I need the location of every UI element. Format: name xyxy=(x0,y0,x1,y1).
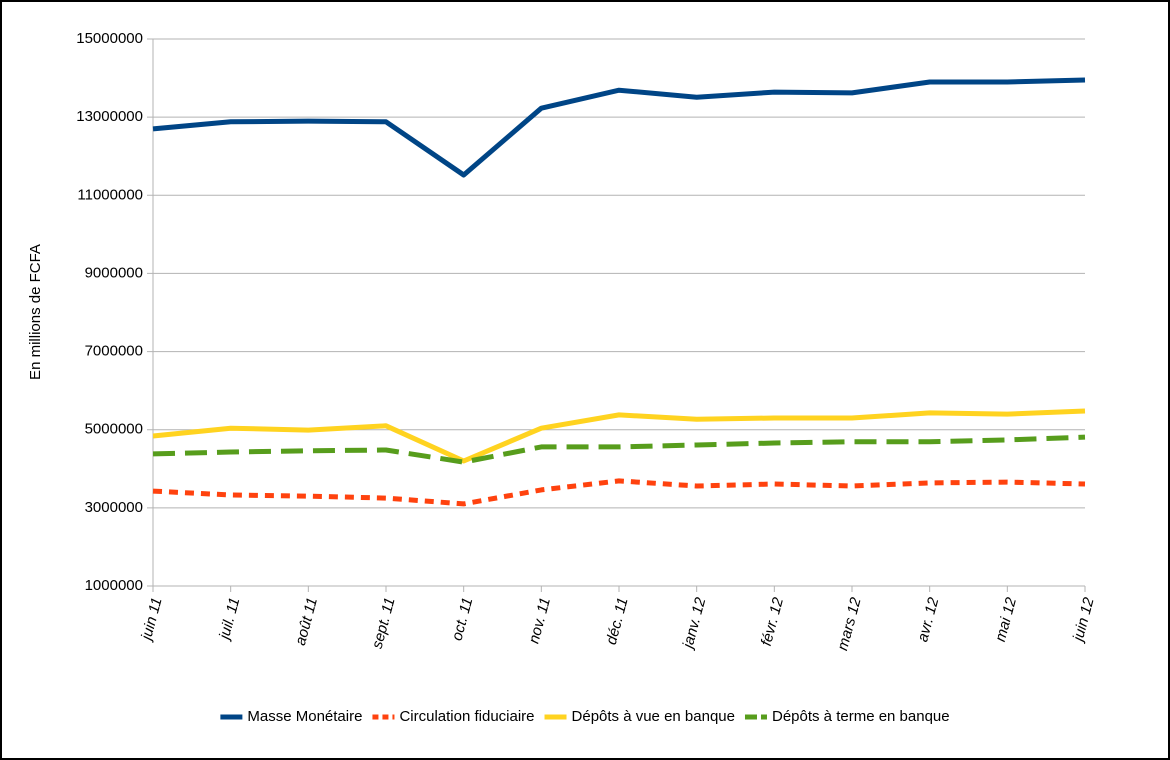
y-tick-label: 9000000 xyxy=(85,264,143,281)
y-tick-label: 5000000 xyxy=(85,421,143,438)
series-line xyxy=(152,408,1086,464)
series-line xyxy=(152,77,1086,178)
series-line xyxy=(152,434,1086,465)
legend: Masse Monétaire Circulation fiduciaire Dép… xyxy=(220,708,950,725)
y-axis-title: En millions de FCFA xyxy=(27,244,44,380)
legend-label: Masse Monétaire xyxy=(247,708,362,725)
y-tick-label: 11000000 xyxy=(77,186,143,203)
series-line xyxy=(152,478,1086,507)
legend-label: Dépôts à terme en banque xyxy=(772,708,950,725)
y-tick-label: 7000000 xyxy=(85,343,143,360)
legend-label: Dépôts à vue en banque xyxy=(572,708,735,725)
y-tick-label: 1000000 xyxy=(85,577,143,594)
y-tick-label: 13000000 xyxy=(76,108,143,125)
y-tick-label: 15000000 xyxy=(76,30,143,47)
y-tick-label: 3000000 xyxy=(85,499,143,516)
legend-label: Circulation fiduciaire xyxy=(399,708,534,725)
